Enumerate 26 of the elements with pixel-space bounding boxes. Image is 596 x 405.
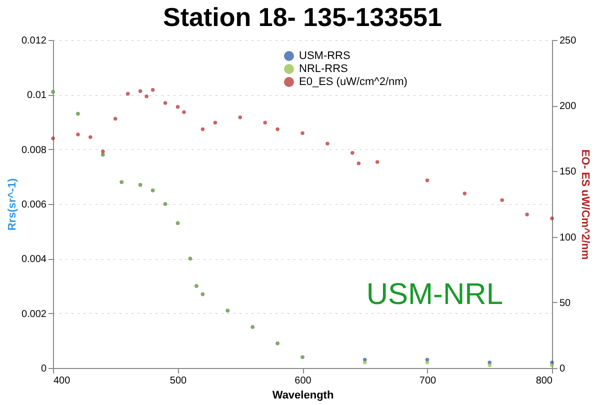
y-tick-label: 0 <box>40 364 47 374</box>
y2-tick-label: 150 <box>560 166 577 178</box>
x-tick-label: 500 <box>170 376 188 386</box>
y2-tick-label: 250 <box>560 36 577 46</box>
legend-label: USM-RRS <box>299 50 350 62</box>
y-tick-label: 0.002 <box>21 308 47 320</box>
y-tick-label: 0.004 <box>21 254 47 266</box>
y-tick-label: 0.01 <box>27 90 47 102</box>
chart-title: Station 18- 135-133551 <box>163 2 442 32</box>
y-axis-title: Rrs(sr^-1) <box>6 178 18 231</box>
y-tick-label: 0.006 <box>21 200 47 210</box>
x-tick-label: 700 <box>419 376 437 386</box>
legend-label: E0_ES (uW/cm^2/nm) <box>299 76 408 88</box>
x-tick-label: 800 <box>536 376 553 386</box>
legend-label: NRL-RRS <box>299 63 348 75</box>
y2-tick-label: 200 <box>560 101 577 112</box>
x-tick-label: 600 <box>294 376 312 386</box>
annotation: USM-NRL <box>366 278 503 311</box>
x-axis-title: Wavelength <box>272 390 334 402</box>
x-tick-label: 400 <box>54 376 71 386</box>
y2-tick-label: 50 <box>560 298 572 309</box>
y2-tick-label: 0 <box>560 364 566 374</box>
y-tick-label: 0.008 <box>21 144 47 156</box>
y2-tick-label: 100 <box>560 232 577 244</box>
y2-axis-title: EO- ES uW/Cm^2/nm <box>579 149 592 260</box>
y-tick-label: 0.012 <box>21 36 47 46</box>
